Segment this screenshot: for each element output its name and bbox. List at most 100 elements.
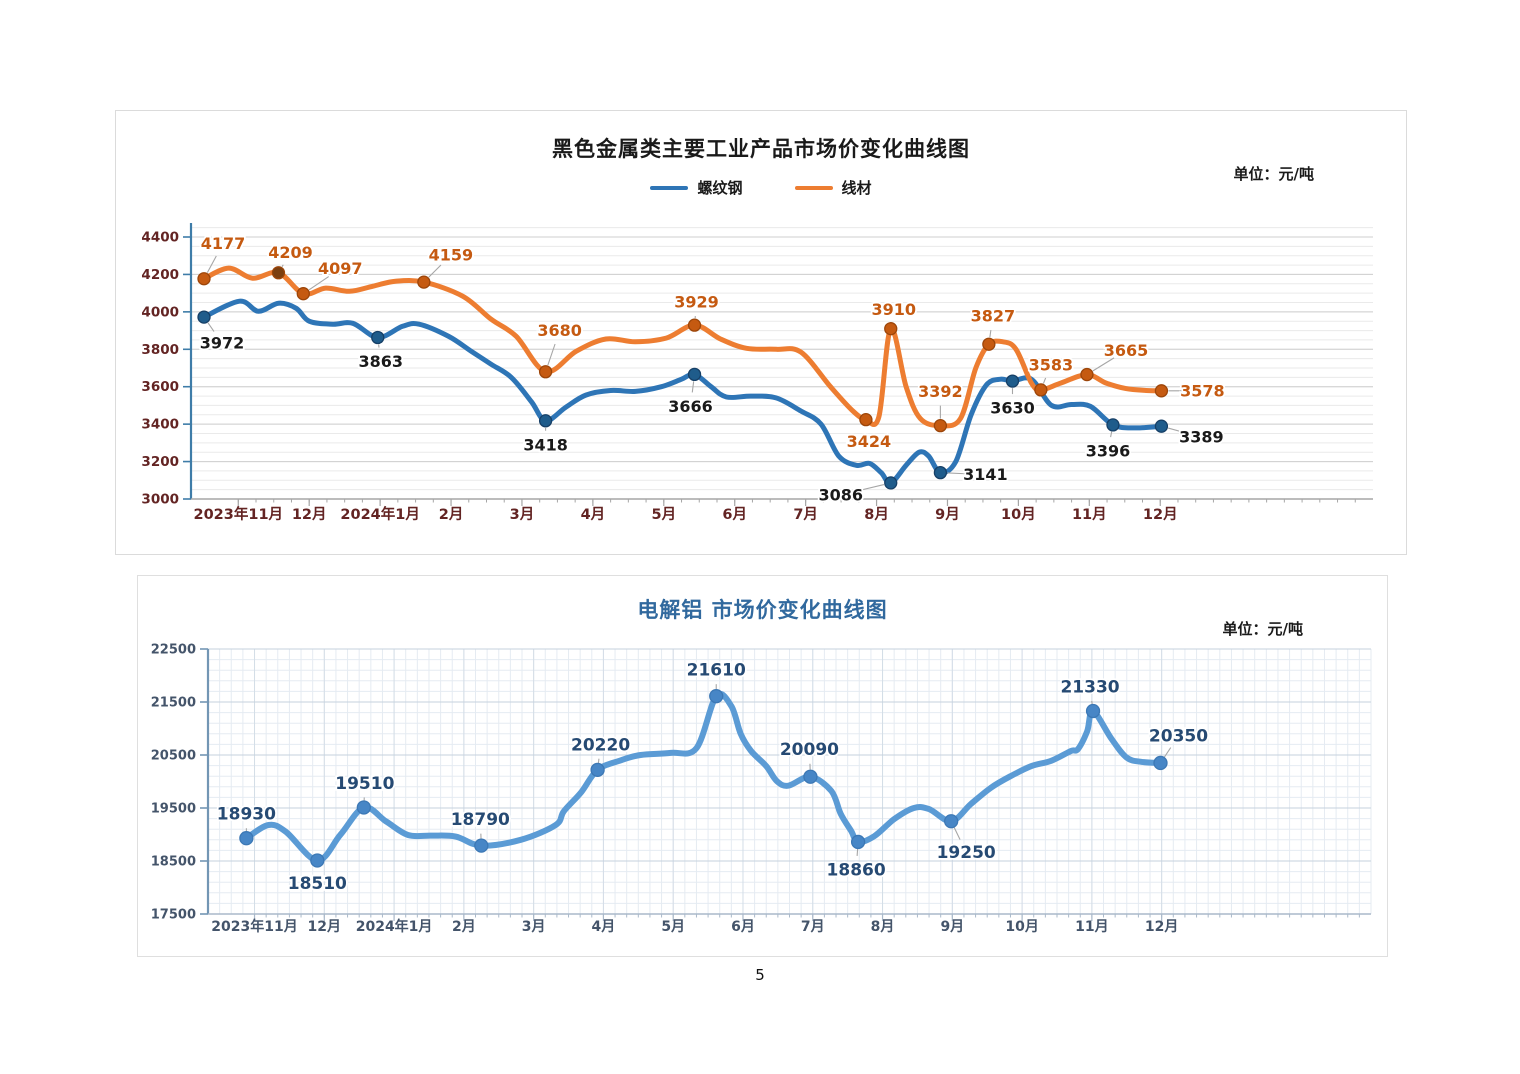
wire-rod-legend-label: 线材 xyxy=(841,179,872,197)
x-tick-label: 12月 xyxy=(292,506,327,523)
data-labels: 3972 3863 3418 3666 3086 3141 3630 3396 3389 4177… xyxy=(197,232,1226,506)
data-point-marker xyxy=(197,310,211,324)
x-tick-label: 10月 xyxy=(1005,919,1038,935)
data-point-value-label: 20220 xyxy=(571,735,630,755)
data-point-value-label: 3665 xyxy=(1104,341,1149,360)
series-1-line xyxy=(201,265,1164,429)
label-leader-line xyxy=(691,381,695,393)
y-tick-label: 18500 xyxy=(151,855,196,870)
x-tick-label: 9月 xyxy=(935,506,960,523)
data-point-marker xyxy=(944,814,959,829)
rebar-legend-label: 螺纹钢 xyxy=(697,179,743,197)
y-tick-label: 21500 xyxy=(151,696,196,711)
data-point-marker xyxy=(982,337,996,351)
data-labels: 18930 18510 19510 18790 20220 21610 20090 18860… xyxy=(215,659,1210,896)
x-tick-label: 2023年11月 xyxy=(194,505,284,523)
data-point-value-label: 3666 xyxy=(668,397,713,416)
data-point-value-label: 3424 xyxy=(847,432,892,451)
data-point-marker xyxy=(538,414,553,428)
label-leader-line xyxy=(1042,377,1047,384)
data-point-marker xyxy=(884,476,898,490)
data-point-value-label: 3392 xyxy=(918,382,963,401)
x-tick-label: 11月 xyxy=(1072,506,1107,523)
data-point-value-label: 19510 xyxy=(335,774,394,794)
label-leader-line xyxy=(547,343,556,366)
data-point-marker xyxy=(933,465,948,480)
axes: 17500 18500 19500 20500 21500 22500 2023年11月 12… xyxy=(151,643,1371,935)
data-point-value-label: 4097 xyxy=(318,259,363,278)
data-point-value-label: 3827 xyxy=(971,307,1016,326)
data-point-value-label: 18860 xyxy=(827,860,886,880)
x-tick-label: 7月 xyxy=(793,506,818,523)
data-point-value-label: 18510 xyxy=(288,874,347,894)
label-leader-line xyxy=(206,255,217,273)
y-tick-label: 4400 xyxy=(141,230,179,246)
data-point-marker xyxy=(884,322,898,336)
data-point-value-label: 4209 xyxy=(268,243,313,262)
x-tick-label: 4月 xyxy=(581,506,606,523)
label-leader-line xyxy=(281,264,284,268)
x-tick-label: 3月 xyxy=(522,919,546,935)
label-leader-line xyxy=(953,827,961,840)
data-point-marker xyxy=(933,418,948,433)
y-tick-label: 3800 xyxy=(141,342,179,358)
data-point-marker xyxy=(310,853,325,868)
wire-rod-line-swatch xyxy=(794,185,833,190)
x-tick-label: 4月 xyxy=(592,919,616,935)
data-point-marker xyxy=(271,266,286,280)
electrolytic-aluminum-line-chart: 17500 18500 19500 20500 21500 22500 2023年11月 12… xyxy=(151,643,1372,935)
data-point-value-label: 20350 xyxy=(1149,726,1208,746)
data-point-marker xyxy=(1080,367,1094,382)
series-0-line xyxy=(201,298,1164,486)
data-point-marker xyxy=(239,831,254,846)
data-point-value-label: 20090 xyxy=(780,740,839,760)
data-point-marker xyxy=(1154,419,1169,433)
x-tick-label: 7月 xyxy=(801,919,825,935)
data-point-value-label: 3389 xyxy=(1179,428,1224,447)
label-leader-line xyxy=(1092,357,1115,372)
x-tick-label: 2月 xyxy=(452,919,476,935)
x-tick-label: 2月 xyxy=(439,506,464,523)
data-point-value-label: 3910 xyxy=(871,300,916,319)
data-point-value-label: 3396 xyxy=(1086,441,1131,460)
ferrous-metals-line-chart: 3000 3200 3400 3600 3800 4000 4200 4400 2023年11月… xyxy=(141,223,1373,523)
chart1-unit-label: 单位：元/吨 xyxy=(1233,165,1314,183)
data-point-value-label: 3418 xyxy=(523,435,568,454)
x-tick-label: 8月 xyxy=(864,506,889,523)
data-point-value-label: 18790 xyxy=(451,810,510,830)
data-point-marker xyxy=(356,800,371,815)
data-point-marker xyxy=(803,769,818,784)
data-point-marker xyxy=(687,318,702,332)
data-point-value-label: 19250 xyxy=(937,843,996,863)
data-point-value-label: 3578 xyxy=(1180,381,1225,400)
y-tick-label: 19500 xyxy=(151,802,196,817)
data-point-value-label: 3972 xyxy=(200,334,245,353)
x-tick-label: 3月 xyxy=(510,506,535,523)
data-point-marker xyxy=(850,834,866,850)
y-tick-label: 3000 xyxy=(141,492,179,508)
label-leader-line xyxy=(1163,747,1172,758)
data-point-marker xyxy=(590,762,605,777)
label-leader-line xyxy=(428,264,442,278)
data-point-value-label: 3086 xyxy=(818,485,863,504)
data-point-value-label: 3583 xyxy=(1029,355,1074,374)
y-tick-label: 20500 xyxy=(151,749,196,764)
x-tick-label: 11月 xyxy=(1075,919,1108,935)
chart2-title: 电解铝 市场价变化曲线图 xyxy=(637,598,888,622)
label-leader-line xyxy=(856,848,859,856)
chart2-unit-label: 单位：元/吨 xyxy=(1222,620,1303,638)
data-point-marker xyxy=(1085,703,1101,719)
data-point-marker xyxy=(371,330,385,345)
series-0-line xyxy=(243,690,1164,864)
y-tick-label: 4000 xyxy=(141,304,179,320)
data-point-marker xyxy=(859,413,873,427)
chart1-title: 黑色金属类主要工业产品市场价变化曲线图 xyxy=(552,137,970,161)
x-tick-label: 6月 xyxy=(722,506,747,523)
data-point-marker xyxy=(197,272,211,286)
y-tick-label: 3600 xyxy=(141,379,179,395)
data-point-value-label: 4177 xyxy=(201,234,246,253)
y-tick-label: 22500 xyxy=(151,643,196,658)
x-tick-label: 2024年1月 xyxy=(340,505,419,523)
data-point-marker xyxy=(1153,755,1168,771)
